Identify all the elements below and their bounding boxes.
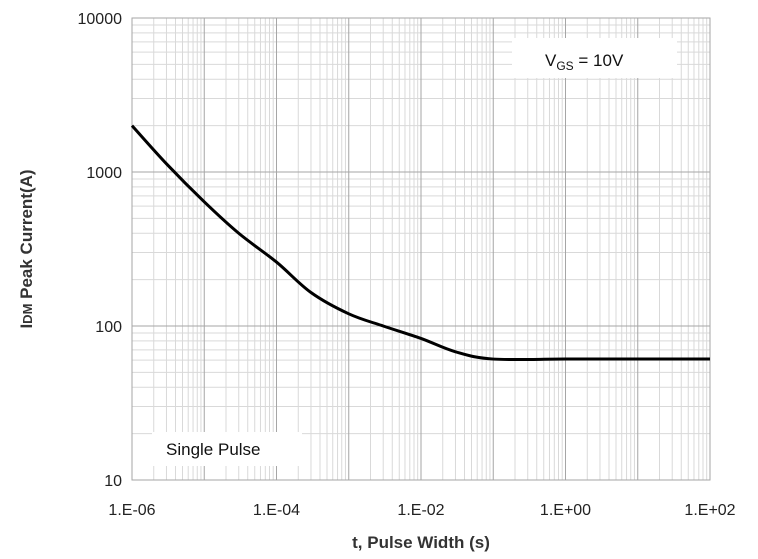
y-tick-label: 100 [95, 319, 122, 336]
y-tick-label: 10000 [78, 11, 123, 28]
y-tick-labels: 10 100 1000 10000 [78, 11, 123, 490]
peak-current-line [130, 124, 710, 362]
single-pulse-box [152, 432, 302, 466]
plot-area-border [131, 17, 711, 481]
x-tick-labels: 1.E-06 1.E-04 1.E-02 1.E+00 1.E+02 [108, 502, 735, 519]
x-tick-label: 1.E+02 [684, 502, 735, 519]
y-tick-label: 10 [104, 473, 122, 490]
x-tick-label: 1.E+00 [540, 502, 591, 519]
x-tick-label: 1.E-02 [397, 502, 444, 519]
x-axis-title: t, Pulse Width (s) [352, 533, 490, 552]
x-tick-label: 1.E-06 [108, 502, 155, 519]
vgs-annotation-box [512, 38, 677, 78]
y-tick-label: 1000 [86, 165, 122, 182]
single-pulse-label: Single Pulse [166, 440, 261, 459]
series-layer [130, 124, 710, 362]
y-axis-title: IDM Peak Current(A) [17, 169, 36, 328]
x-tick-label: 1.E-04 [253, 502, 300, 519]
vgs-annotation: VGS = 10V [545, 51, 624, 73]
